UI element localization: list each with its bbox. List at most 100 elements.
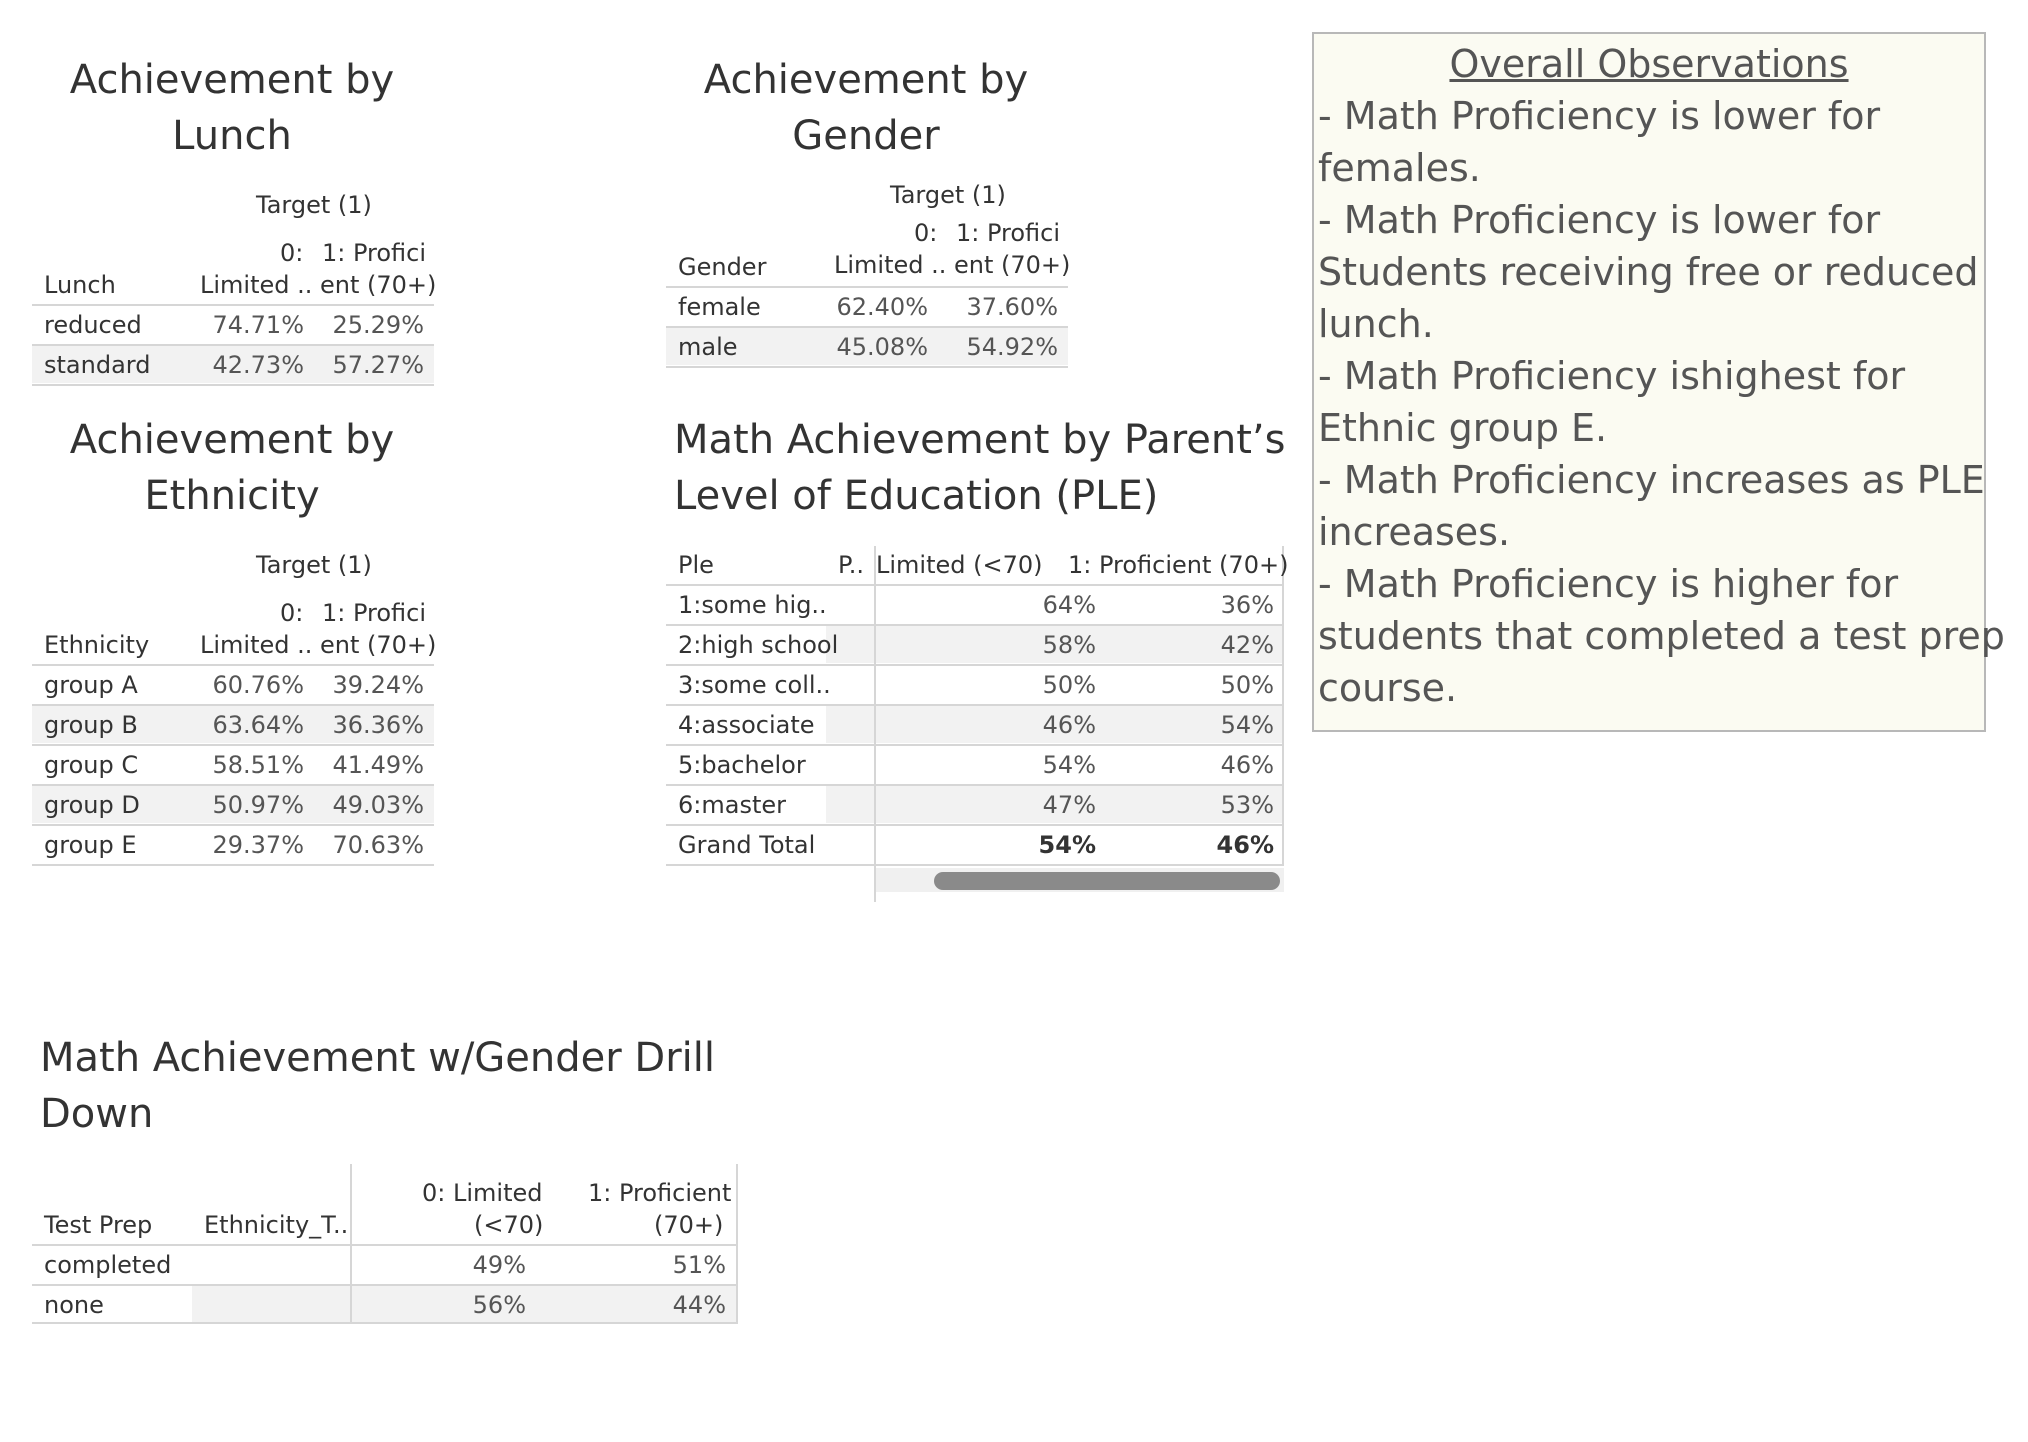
row-divider <box>32 744 434 746</box>
table-row-label: group C <box>44 751 139 779</box>
horizontal-scrollbar-thumb[interactable] <box>934 872 1280 890</box>
row-band <box>826 785 874 823</box>
row-divider <box>666 824 1284 826</box>
table-cell-limited: 60.76% <box>212 671 304 699</box>
table-cell-limited: 74.71% <box>212 311 304 339</box>
row-divider <box>32 704 434 706</box>
table-cell-proficient: 54.92% <box>966 333 1058 361</box>
row-band <box>32 705 434 743</box>
col0-header: Limited (<70) <box>876 551 1043 579</box>
observation-line: Ethnic group E. <box>1318 406 1608 450</box>
table-cell-proficient: 36% <box>1220 591 1274 619</box>
table-right-edge <box>1282 546 1284 866</box>
observation-line: - Math Proficiency is lower for <box>1318 94 1881 138</box>
table-cell-limited: 54% <box>1042 751 1096 779</box>
col1-header-line1: 1: Profici <box>322 599 427 627</box>
ple-title-line2: Level of Education (PLE) <box>674 473 1159 519</box>
observation-line: - Math Proficiency is lower for <box>1318 198 1881 242</box>
lunch-title-line1: Achievement by <box>69 57 395 103</box>
grand-total-limited: 54% <box>1038 831 1096 859</box>
observation-line: Students receiving free or reduced <box>1318 250 1979 294</box>
ethnicity-header: Ethnicity_T.. <box>204 1211 349 1239</box>
header-divider <box>666 584 1284 586</box>
drill-title: Math Achievement w/Gender Drill Down <box>40 1030 715 1142</box>
table-bottom <box>666 864 1284 866</box>
ethnicity-title-line2: Ethnicity <box>144 473 320 519</box>
table-cell-proficient: 54% <box>1220 711 1274 739</box>
ethnicity-title-line1: Achievement by <box>69 417 395 463</box>
row-band <box>876 705 1282 743</box>
table-row-label: none <box>44 1291 104 1319</box>
table-bottom <box>32 384 434 386</box>
target-header: Target (1) <box>256 551 372 579</box>
row-band <box>352 1285 736 1323</box>
observation-line: course. <box>1318 666 1458 710</box>
table-row-label: 6:master <box>678 791 786 819</box>
observation-line: - Math Proficiency is higher for <box>1318 562 1899 606</box>
table-bottom <box>666 366 1068 368</box>
col1-header-line1: 1: Profici <box>322 239 427 267</box>
grand-total-label: Grand Total <box>678 831 816 859</box>
lunch-title: Achievement by Lunch <box>32 52 432 164</box>
row-divider <box>32 1284 738 1286</box>
gender-title-line1: Achievement by <box>703 57 1029 103</box>
col0-header-line2: Limited .. <box>834 251 947 279</box>
row-divider <box>666 664 1284 666</box>
table-cell-proficient: 41.49% <box>332 751 424 779</box>
observation-line: - Math Proficiency ishighest for <box>1318 354 1906 398</box>
table-cell-proficient: 42% <box>1220 631 1274 659</box>
table-row-label: standard <box>44 351 151 379</box>
table-row-label: male <box>678 333 738 361</box>
row-divider <box>666 624 1284 626</box>
table-cell-limited: 62.40% <box>836 293 928 321</box>
col1-header-line2: ent (70+) <box>320 271 437 299</box>
row-band <box>826 705 874 743</box>
col1-header-line2: (70+) <box>654 1211 724 1239</box>
table-cell-limited: 29.37% <box>212 831 304 859</box>
drill-title-line1: Math Achievement w/Gender Drill <box>40 1035 715 1081</box>
table-cell-proficient: 70.63% <box>332 831 424 859</box>
table-row-label: female <box>678 293 761 321</box>
row-band <box>876 785 1282 823</box>
dimension-header: Gender <box>678 253 767 281</box>
col0-header-line1: 0: <box>914 219 938 247</box>
table-cell-proficient: 39.24% <box>332 671 424 699</box>
table-row-label: group A <box>44 671 138 699</box>
col1-header-line2: ent (70+) <box>320 631 437 659</box>
table-cell-limited: 46% <box>1042 711 1096 739</box>
table-row-label: 3:some coll.. <box>678 671 831 699</box>
col0-header-line2: (<70) <box>474 1211 544 1239</box>
dimension-header: Lunch <box>44 271 116 299</box>
table-row-label: reduced <box>44 311 142 339</box>
drill-title-line2: Down <box>40 1091 154 1137</box>
col0-header-line2: Limited .. <box>200 271 313 299</box>
row-band <box>826 625 874 663</box>
gender-table: Target (1) 0: 1: Profici Gender Limited … <box>666 176 1071 368</box>
row-divider <box>32 784 434 786</box>
table-cell-proficient: 46% <box>1220 751 1274 779</box>
row-band <box>192 1285 350 1323</box>
column-divider <box>874 546 876 902</box>
header-divider <box>666 286 1068 288</box>
table-cell-proficient: 36.36% <box>332 711 424 739</box>
target-header: Target (1) <box>890 181 1006 209</box>
col1-header-line1: 1: Profici <box>956 219 1061 247</box>
drill-table: 0: Limited 1: Proficient Test Prep Ethni… <box>32 1164 738 1324</box>
table-row-label: 4:associate <box>678 711 815 739</box>
row-band <box>876 625 1282 663</box>
table-cell-proficient: 53% <box>1220 791 1274 819</box>
observation-line: lunch. <box>1318 302 1434 346</box>
row-band <box>666 327 1068 365</box>
col1-header-line1: 1: Proficient <box>588 1179 732 1207</box>
table-cell-proficient: 44% <box>672 1291 726 1319</box>
table-row-label: 1:some hig.. <box>678 591 827 619</box>
col1-header-line2: ent (70+) <box>954 251 1071 279</box>
ple-title: Math Achievement by Parent’s Level of Ed… <box>674 412 1285 524</box>
table-bottom <box>32 1322 738 1324</box>
ple-table: Ple P.. Limited (<70) 1: Proficient (70+… <box>666 546 1288 902</box>
table-row-label: 5:bachelor <box>678 751 806 779</box>
header-divider <box>32 304 434 306</box>
table-cell-limited: 50.97% <box>212 791 304 819</box>
col0-header-line1: 0: Limited <box>422 1179 543 1207</box>
target-header: Target (1) <box>256 191 372 219</box>
